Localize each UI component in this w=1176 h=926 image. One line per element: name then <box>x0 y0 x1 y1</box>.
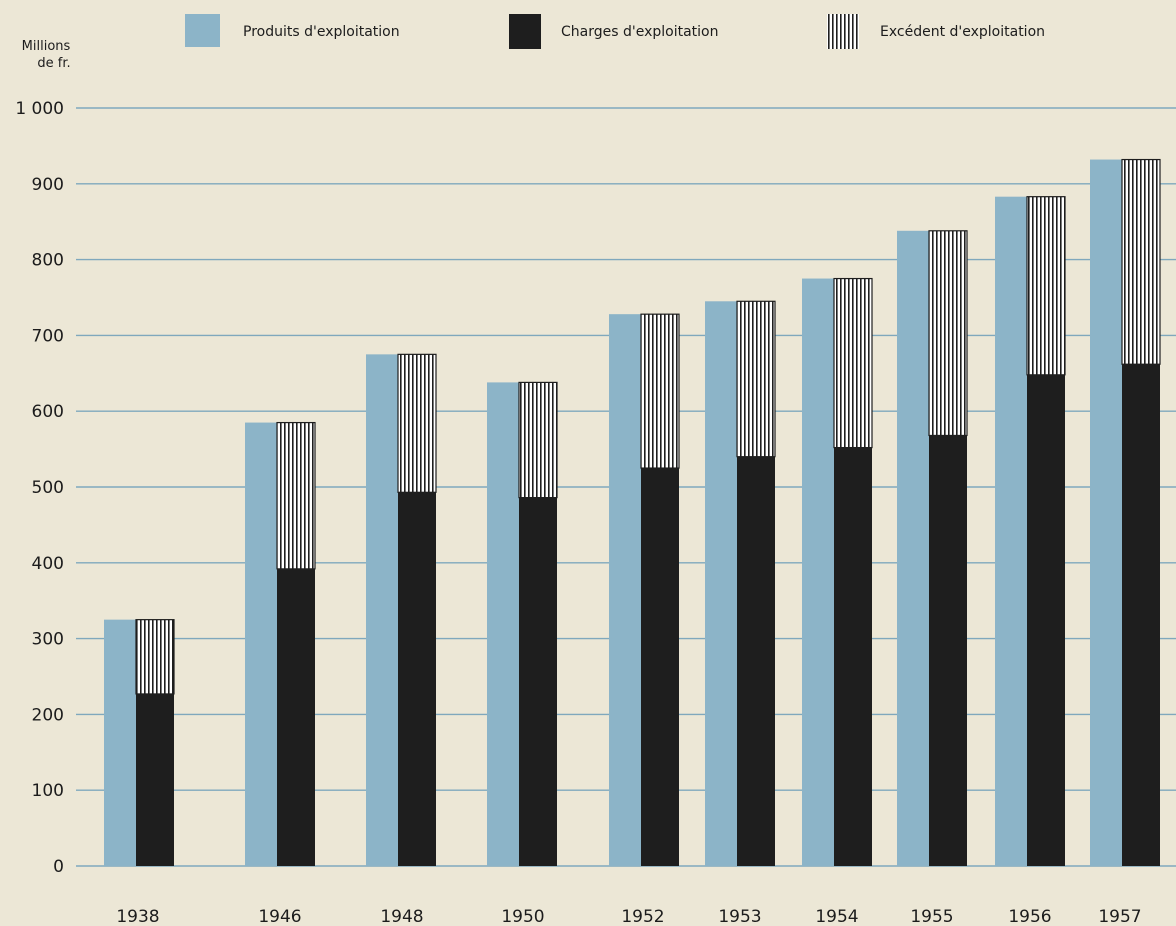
legend-label-charges: Charges d'exploitation <box>561 24 719 40</box>
bar-excedent-1956 <box>1026 196 1066 376</box>
bar-excedent-1938 <box>135 619 175 695</box>
x-tick-label-1946: 1946 <box>258 907 301 926</box>
x-tick-label-1955: 1955 <box>910 907 953 926</box>
x-axis-category-labels: 1938 1946 1948 1950 1952 1953 1954 1955 1956 1957 <box>116 907 1141 926</box>
legend: Produits d'exploitation Charges d'exploi… <box>185 14 1045 49</box>
x-tick-label-1957: 1957 <box>1098 907 1141 926</box>
bar-excedent-1954 <box>833 277 873 449</box>
bar-charges-1955 <box>929 435 967 866</box>
legend-swatch-excedent <box>827 14 859 49</box>
x-tick-label-1938: 1938 <box>116 907 159 926</box>
y-tick-label-500: 500 <box>32 478 64 498</box>
bar-excedent-1955 <box>928 230 968 437</box>
bar-charges-1946 <box>277 568 315 866</box>
bar-excedent-1957 <box>1121 158 1161 365</box>
y-tick-label-400: 400 <box>32 554 64 574</box>
bar-charges-1957 <box>1122 364 1160 866</box>
y-tick-label-900: 900 <box>32 175 64 195</box>
y-axis-tick-labels: 0 100 200 300 400 500 600 700 800 900 1 000 <box>15 99 64 877</box>
legend-label-excedent: Excédent d'exploitation <box>880 24 1045 40</box>
bar-excedent-1953 <box>736 300 776 458</box>
bars <box>104 158 1161 866</box>
y-tick-label-600: 600 <box>32 402 64 422</box>
bar-charges-1938 <box>136 693 174 866</box>
y-tick-label-1000: 1 000 <box>15 99 64 119</box>
bar-excedent-1952 <box>640 313 680 469</box>
x-tick-label-1953: 1953 <box>718 907 761 926</box>
bar-charges-1948 <box>398 492 436 866</box>
bar-charges-1950 <box>519 497 557 866</box>
y-tick-label-0: 0 <box>53 857 64 877</box>
bar-excedent-1950 <box>518 381 558 499</box>
y-tick-label-800: 800 <box>32 251 64 271</box>
y-axis-unit-label-line-2: de fr. <box>37 56 70 71</box>
y-tick-label-100: 100 <box>32 781 64 801</box>
x-tick-label-1956: 1956 <box>1008 907 1051 926</box>
x-tick-label-1950: 1950 <box>501 907 544 926</box>
y-tick-label-300: 300 <box>32 630 64 650</box>
x-tick-label-1954: 1954 <box>815 907 858 926</box>
bar-charges-1953 <box>737 456 775 866</box>
x-tick-label-1952: 1952 <box>621 907 664 926</box>
y-tick-label-200: 200 <box>32 705 64 725</box>
x-tick-label-1948: 1948 <box>380 907 423 926</box>
bar-excedent-1946 <box>276 421 316 570</box>
bar-excedent-1948 <box>397 353 437 493</box>
y-tick-label-700: 700 <box>32 326 64 346</box>
bar-charges-1952 <box>641 468 679 866</box>
legend-label-produits: Produits d'exploitation <box>243 24 400 40</box>
bar-charges-1954 <box>834 447 872 866</box>
y-axis-unit-label-line-1: Millions <box>22 39 71 54</box>
legend-swatch-produits <box>185 14 220 47</box>
legend-swatch-charges <box>509 14 541 49</box>
bar-charges-1956 <box>1027 374 1065 866</box>
